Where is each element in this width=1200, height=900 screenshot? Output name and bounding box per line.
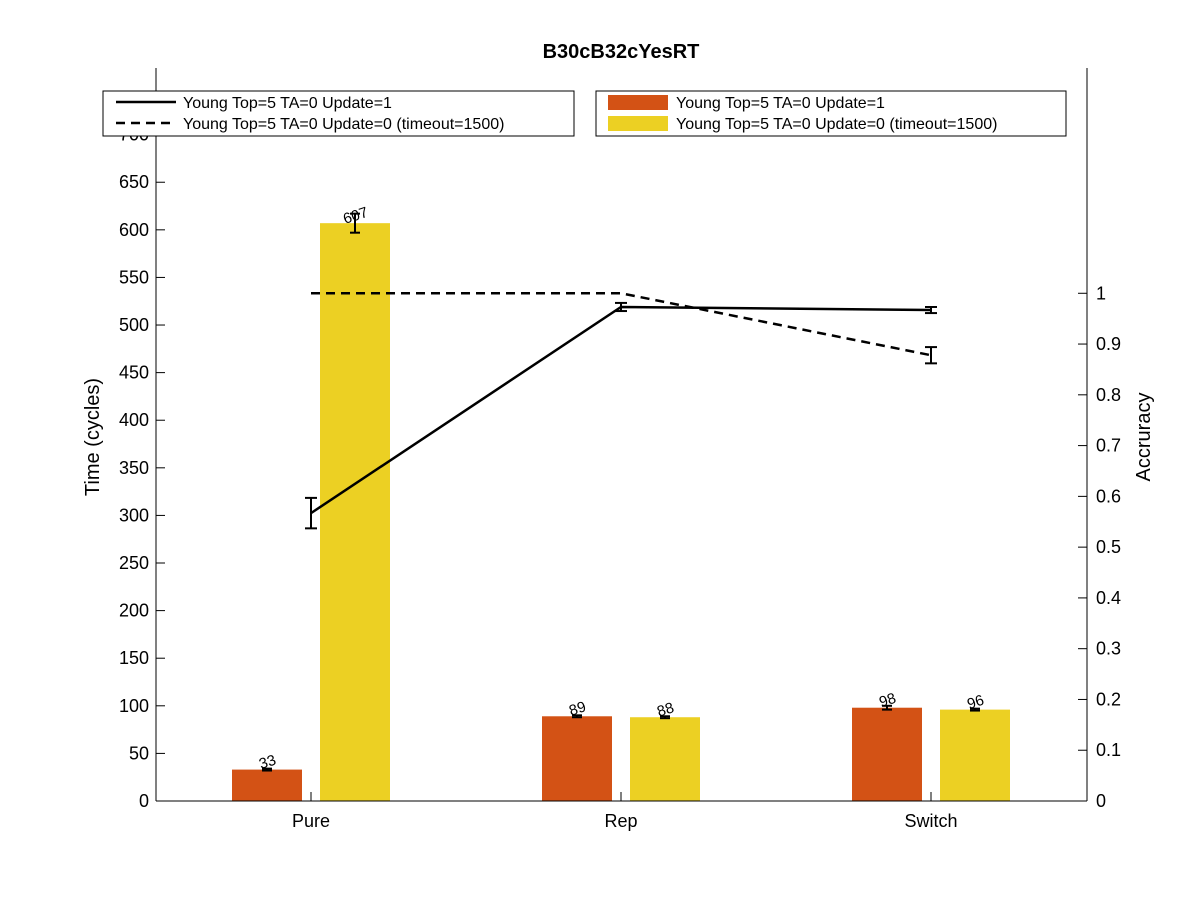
bar-1-switch — [852, 707, 922, 801]
y-right-tick-label-0.6: 0.6 — [1096, 486, 1121, 506]
bar-error-bars-layer — [262, 212, 980, 772]
legend-line-label-1: Young Top=5 TA=0 Update=1 — [183, 95, 392, 112]
y-right-tick-label-0.8: 0.8 — [1096, 385, 1121, 405]
y-left-tick-label-150: 150 — [119, 648, 149, 668]
bar-1-rep — [542, 716, 612, 801]
bar-1-pure — [232, 769, 302, 801]
y-left-tick-label-50: 50 — [129, 743, 149, 763]
bar-value-labels-layer: 33 89 98 607 88 96 — [257, 204, 986, 773]
bar-value-label-1-switch: 98 — [877, 690, 898, 711]
bar-value-label-1-rep: 89 — [567, 698, 588, 719]
bar-value-label-2-rep: 88 — [655, 699, 676, 720]
y-right-tick-label-0: 0 — [1096, 791, 1106, 811]
y-right-tick-label-0.7: 0.7 — [1096, 436, 1121, 456]
legend-bar-swatch-2 — [608, 116, 668, 131]
bar-value-label-1-pure: 33 — [257, 752, 278, 773]
y-left-tick-label-350: 350 — [119, 458, 149, 478]
y-left-tick-label-100: 100 — [119, 696, 149, 716]
y-left-tick-label-450: 450 — [119, 363, 149, 383]
legend-lines: Young Top=5 TA=0 Update=1 Young Top=5 TA… — [102, 90, 575, 137]
bar-value-label-2-switch: 96 — [965, 692, 986, 713]
bar-2-rep — [630, 717, 700, 801]
bars-layer — [232, 223, 1010, 801]
x-tick-label-rep: Rep — [604, 811, 637, 831]
y-axis-left-label: Time (cycles) — [82, 378, 104, 496]
legend-lines-box — [102, 90, 575, 137]
legend-bars: Young Top=5 TA=0 Update=1 Young Top=5 TA… — [595, 90, 1067, 137]
y-right-tick-label-0.5: 0.5 — [1096, 537, 1121, 557]
legend-line-label-2: Young Top=5 TA=0 Update=0 (timeout=1500) — [183, 116, 504, 133]
y-right-tick-label-0.1: 0.1 — [1096, 740, 1121, 760]
lines-layer — [305, 292, 937, 530]
y-left-tick-label-600: 600 — [119, 220, 149, 240]
legend-bar-label-1: Young Top=5 TA=0 Update=1 — [676, 95, 885, 112]
x-tick-label-switch: Switch — [904, 811, 957, 831]
bar-value-label-2-pure: 607 — [341, 204, 370, 228]
y-left-tick-label-500: 500 — [119, 315, 149, 335]
chart-title: B30cB32cYesRT — [543, 41, 700, 63]
y-axis-right-label: Accruracy — [1133, 393, 1155, 482]
axes-layer: 0501001502002503003504004505005506006507… — [119, 68, 1121, 831]
bar-2-pure — [320, 223, 390, 801]
legend-bars-box — [595, 90, 1067, 137]
y-left-tick-label-250: 250 — [119, 553, 149, 573]
y-right-tick-label-0.4: 0.4 — [1096, 588, 1121, 608]
legend-bar-swatch-1 — [608, 95, 668, 110]
y-left-tick-label-550: 550 — [119, 267, 149, 287]
y-left-tick-label-200: 200 — [119, 601, 149, 621]
x-tick-label-pure: Pure — [292, 811, 330, 831]
y-left-tick-label-400: 400 — [119, 410, 149, 430]
y-right-tick-label-0.3: 0.3 — [1096, 639, 1121, 659]
bar-2-switch — [940, 709, 1010, 801]
y-left-tick-label-0: 0 — [139, 791, 149, 811]
y-left-tick-label-650: 650 — [119, 172, 149, 192]
y-right-tick-label-1: 1 — [1096, 283, 1106, 303]
y-left-tick-label-300: 300 — [119, 505, 149, 525]
legend-bar-label-2: Young Top=5 TA=0 Update=0 (timeout=1500) — [676, 116, 997, 133]
y-right-tick-label-0.9: 0.9 — [1096, 334, 1121, 354]
y-right-tick-label-0.2: 0.2 — [1096, 689, 1121, 709]
